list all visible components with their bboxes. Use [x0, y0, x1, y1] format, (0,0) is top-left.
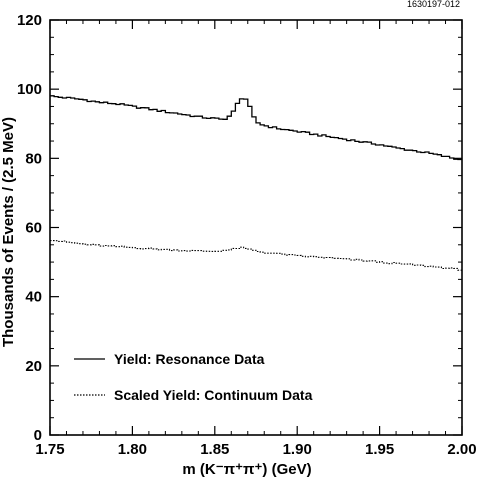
y-axis-label: Thousands of Events / (2.5 MeV) [0, 117, 17, 347]
legend-label-continuum: Scaled Yield: Continuum Data [114, 387, 313, 403]
x-tick-label: 1.75 [35, 441, 64, 458]
figure-id: 1630197-012 [407, 0, 460, 9]
legend: Yield: Resonance Data Scaled Yield: Cont… [74, 351, 313, 403]
y-tick-label: 40 [25, 289, 42, 306]
y-tick-label: 60 [25, 220, 42, 237]
series-continuum-histogram [50, 240, 462, 271]
y-tick-label: 80 [25, 150, 42, 167]
x-tick-label: 2.00 [447, 441, 476, 458]
x-axis-ticks: 1.75 1.80 1.85 1.90 1.95 2.00 [35, 20, 477, 458]
y-tick-label: 0 [34, 427, 42, 444]
plot-border [49, 19, 463, 436]
x-tick-label: 1.95 [365, 441, 394, 458]
x-axis-label: m (K⁻π⁺π⁺) (GeV) [182, 461, 311, 478]
y-tick-label: 20 [25, 358, 42, 375]
x-tick-label: 1.90 [283, 441, 312, 458]
y-tick-label: 100 [17, 81, 42, 98]
x-tick-label: 1.80 [118, 441, 147, 458]
y-axis-ticks: 0 20 40 60 80 100 120 [17, 12, 462, 444]
series-resonance-histogram [50, 95, 462, 161]
plot-frame [49, 19, 463, 436]
series-layer [50, 95, 462, 271]
x-tick-label: 1.85 [200, 441, 229, 458]
legend-label-resonance: Yield: Resonance Data [114, 351, 265, 367]
y-tick-label: 120 [17, 12, 42, 29]
